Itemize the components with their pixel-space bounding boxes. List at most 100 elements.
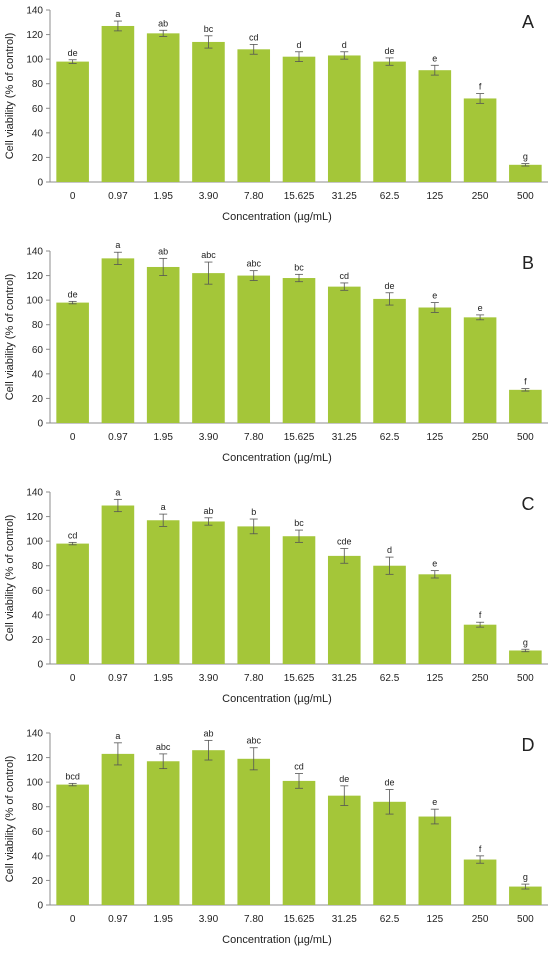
x-tick-label: 500 xyxy=(517,673,534,684)
significance-label: d xyxy=(387,545,392,555)
bar xyxy=(192,41,225,182)
significance-label: a xyxy=(115,731,120,741)
bar xyxy=(282,780,316,905)
bar xyxy=(509,650,542,664)
x-tick-label: 3.90 xyxy=(199,673,219,684)
x-tick-label: 125 xyxy=(426,191,443,202)
bar xyxy=(192,273,225,423)
bar xyxy=(56,61,89,182)
y-tick-label: 40 xyxy=(32,851,44,862)
bar xyxy=(237,275,271,423)
y-tick-label: 80 xyxy=(32,561,44,572)
significance-label: de xyxy=(339,774,349,784)
x-tick-label: 7.80 xyxy=(244,191,264,202)
significance-label: ab xyxy=(203,506,213,516)
significance-label: g xyxy=(523,152,528,162)
y-tick-label: 40 xyxy=(32,369,44,380)
significance-label: de xyxy=(68,289,78,299)
bar xyxy=(237,526,271,664)
significance-label: g xyxy=(523,637,528,647)
significance-label: de xyxy=(385,46,395,56)
significance-label: e xyxy=(432,53,437,63)
bar xyxy=(509,886,542,905)
significance-label: cd xyxy=(68,530,78,540)
y-tick-label: 100 xyxy=(26,778,43,789)
bar xyxy=(373,298,406,423)
bar xyxy=(101,753,135,905)
x-tick-label: 0 xyxy=(70,191,76,202)
significance-label: a xyxy=(161,502,166,512)
bar xyxy=(56,302,89,423)
y-tick-label: 0 xyxy=(37,419,43,430)
significance-label: bc xyxy=(294,518,304,528)
significance-label: a xyxy=(115,240,120,250)
bar xyxy=(282,278,316,423)
x-tick-label: 1.95 xyxy=(153,191,173,202)
x-tick-label: 0 xyxy=(70,432,76,443)
x-tick-label: 3.90 xyxy=(199,432,219,443)
significance-label: e xyxy=(432,291,437,301)
x-tick-label: 1.95 xyxy=(153,432,173,443)
bar xyxy=(373,801,406,905)
x-tick-label: 250 xyxy=(472,432,489,443)
x-tick-label: 3.90 xyxy=(199,191,219,202)
significance-label: d xyxy=(342,40,347,50)
bar xyxy=(418,70,452,182)
x-tick-label: 250 xyxy=(472,673,489,684)
x-tick-label: 250 xyxy=(472,914,489,925)
x-tick-label: 62.5 xyxy=(380,191,400,202)
bar xyxy=(146,761,180,905)
y-tick-label: 120 xyxy=(26,30,43,41)
bar xyxy=(418,816,452,905)
significance-label: abc xyxy=(246,736,261,746)
bar xyxy=(509,389,542,423)
y-tick-label: 0 xyxy=(37,660,43,671)
y-tick-label: 80 xyxy=(32,802,44,813)
bar xyxy=(56,784,89,905)
significance-label: abc xyxy=(201,250,216,260)
significance-label: cd xyxy=(294,762,304,772)
bar xyxy=(146,266,180,423)
bar xyxy=(237,49,271,182)
bar xyxy=(101,505,135,664)
x-tick-label: 0.97 xyxy=(108,914,128,925)
x-tick-label: 15.625 xyxy=(284,191,315,202)
y-tick-label: 60 xyxy=(32,827,44,838)
bar xyxy=(463,98,497,182)
y-tick-label: 80 xyxy=(32,79,44,90)
y-tick-label: 100 xyxy=(26,55,43,66)
y-tick-label: 100 xyxy=(26,296,43,307)
significance-label: e xyxy=(478,303,483,313)
significance-label: d xyxy=(296,40,301,50)
bar xyxy=(327,286,361,423)
y-tick-label: 120 xyxy=(26,271,43,282)
y-tick-label: 0 xyxy=(37,178,43,189)
chart-panel-d: 0 20 40 60 80 100 120 140 Cell viability (% of c… xyxy=(4,728,548,946)
bar xyxy=(237,758,271,905)
y-tick-label: 40 xyxy=(32,610,44,621)
x-tick-label: 7.80 xyxy=(244,673,264,684)
chart-panel-a: 0 20 40 60 80 100 120 140 Cell viability (% of c… xyxy=(4,6,548,223)
significance-label: f xyxy=(479,610,482,620)
y-tick-label: 60 xyxy=(32,104,44,115)
y-tick-label: 100 xyxy=(26,537,43,548)
x-tick-label: 125 xyxy=(426,673,443,684)
y-axis-title: Cell viability (% of control) xyxy=(4,515,16,642)
significance-label: ab xyxy=(158,18,168,28)
x-tick-label: 0.97 xyxy=(108,673,128,684)
y-tick-label: 40 xyxy=(32,128,44,139)
y-tick-label: 20 xyxy=(32,394,44,405)
panel-label: C xyxy=(522,494,535,514)
x-tick-label: 250 xyxy=(472,191,489,202)
x-axis-title: Concentration (µg/mL) xyxy=(222,211,332,223)
x-axis-title: Concentration (µg/mL) xyxy=(222,693,332,705)
bar xyxy=(101,258,135,423)
significance-label: f xyxy=(524,377,527,387)
significance-label: e xyxy=(432,559,437,569)
chart-panel-c: 0 20 40 60 80 100 120 140 Cell viability (% of c… xyxy=(4,487,548,705)
bar xyxy=(327,55,361,183)
significance-label: bc xyxy=(204,24,214,34)
x-tick-label: 1.95 xyxy=(153,914,173,925)
panel-label: B xyxy=(522,253,534,273)
